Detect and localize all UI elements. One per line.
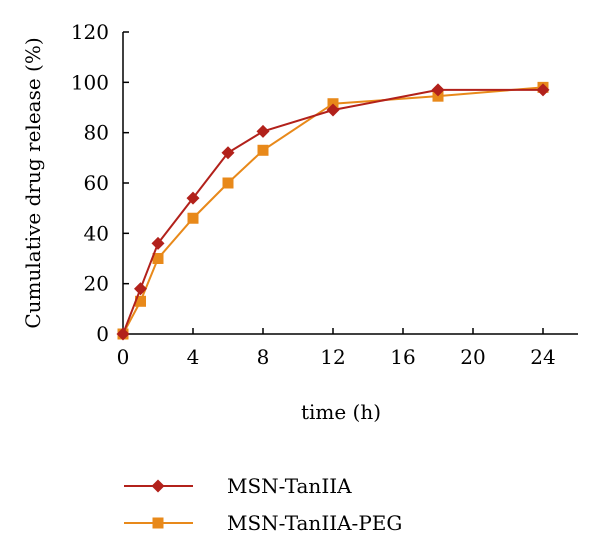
y-axis-title: Cumulative drug release (%) (21, 37, 45, 328)
legend-item: MSN-TanIIA (124, 474, 352, 498)
series-line (122, 88, 543, 335)
y-tick-label: 0 (96, 322, 109, 346)
y-tick-label: 40 (84, 221, 109, 245)
x-tick-label: 12 (320, 345, 345, 369)
x-tick-label: 16 (390, 345, 415, 369)
legend-label: MSN-TanIIA-PEG (227, 511, 402, 535)
x-ticks: 0 4 8 12 16 20 24 (117, 328, 556, 369)
data-point (134, 282, 147, 296)
x-axis-title: time (h) (301, 400, 381, 424)
x-tick-label: 4 (187, 345, 200, 369)
data-point (187, 212, 199, 224)
data-point (135, 295, 146, 307)
data-point (222, 177, 234, 189)
legend-label: MSN-TanIIA (227, 474, 352, 498)
data-point (186, 191, 200, 205)
plot-area: 0 4 8 12 16 20 24 0 20 40 60 80 100 120 (71, 20, 578, 369)
data-point (326, 103, 340, 117)
data-point (151, 236, 165, 250)
y-tick-label: 120 (71, 20, 109, 44)
x-tick-label: 20 (460, 345, 485, 369)
y-tick-label: 60 (84, 171, 109, 195)
series-msn-taniia (116, 83, 550, 341)
legend-swatch-marker (152, 517, 164, 529)
data-point (116, 327, 130, 341)
x-tick-label: 0 (117, 345, 130, 369)
y-tick-label: 80 (84, 121, 109, 145)
legend: MSN-TanIIA MSN-TanIIA-PEG (124, 474, 402, 535)
y-tick-label: 20 (84, 272, 109, 296)
x-tick-label: 8 (257, 345, 270, 369)
y-ticks: 0 20 40 60 80 100 120 (71, 20, 129, 346)
y-tick-label: 100 (71, 70, 109, 94)
legend-swatch-marker (151, 479, 165, 493)
data-point (431, 83, 445, 97)
series-line (122, 86, 544, 335)
x-tick-label: 24 (530, 345, 555, 369)
data-point (256, 124, 270, 138)
legend-item: MSN-TanIIA-PEG (124, 511, 402, 535)
series-layer (116, 81, 550, 341)
data-point (152, 253, 164, 264)
data-point (257, 144, 269, 156)
data-point (221, 146, 235, 160)
data-point (536, 83, 550, 97)
